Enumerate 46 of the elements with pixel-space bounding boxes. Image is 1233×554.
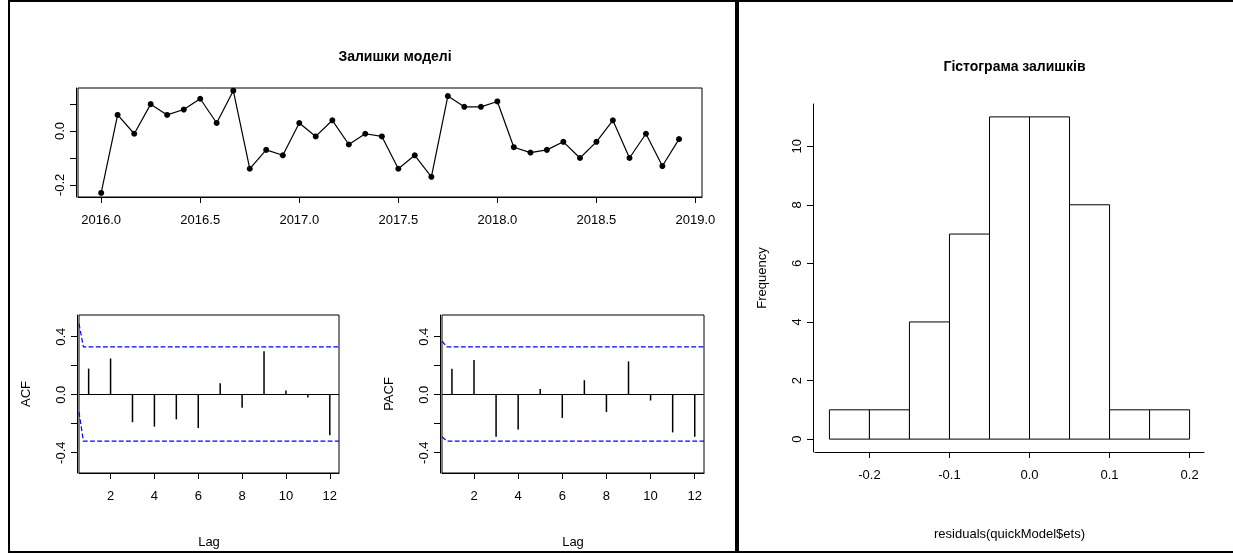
y-tick-label: 8: [789, 201, 804, 209]
y-tick-label: -0.4: [53, 441, 68, 464]
y-tick-label: -0.4: [416, 441, 431, 464]
y-tick-label: 0.0: [52, 122, 67, 141]
x-tick-label: 2: [106, 488, 115, 503]
x-tick-label: 10: [278, 488, 294, 503]
y-tick-label: 0.4: [416, 327, 431, 346]
x-axis-title: Lag: [198, 534, 220, 549]
y-tick-label: 0: [789, 435, 804, 443]
y-tick-label: 2: [789, 376, 804, 385]
chart-title: Гістограма залишків: [943, 58, 1086, 74]
y-axis-title: Frequency: [754, 246, 769, 309]
x-tick-label: 2018.0: [477, 212, 518, 227]
x-axis-title: residuals(quickModel$ets): [933, 526, 1086, 541]
x-tick-label: 0.1: [1100, 467, 1119, 482]
y-tick-label: -0.2: [52, 173, 67, 197]
x-tick-label: -0.1: [938, 467, 961, 482]
y-tick-label: 0.0: [53, 385, 68, 404]
x-tick-label: 4: [514, 488, 522, 503]
x-tick-label: 2: [470, 488, 478, 503]
x-tick-label: 10: [643, 488, 658, 503]
y-tick-label: 10: [789, 138, 804, 154]
x-tick-label: 2019.0: [675, 212, 716, 227]
x-axis-title: Lag: [562, 534, 584, 549]
x-tick-label: 0.2: [1180, 467, 1199, 482]
x-tick-label: 6: [194, 488, 202, 503]
x-tick-label: 4: [150, 488, 159, 503]
x-tick-label: 2017.5: [378, 212, 419, 227]
y-tick-label: 4: [789, 318, 804, 326]
x-tick-label: 2016.5: [180, 212, 221, 227]
x-tick-label: 8: [238, 488, 246, 503]
x-tick-label: 12: [687, 488, 702, 503]
x-tick-label: 2016.0: [81, 212, 122, 227]
y-tick-label: 0.0: [416, 385, 431, 404]
x-tick-label: 2017.0: [279, 212, 320, 227]
x-tick-label: 12: [322, 488, 338, 503]
x-tick-label: 6: [558, 488, 566, 503]
y-tick-label: 0.4: [53, 327, 68, 346]
x-tick-label: 2018.5: [576, 212, 617, 227]
x-tick-label: -0.2: [858, 467, 881, 482]
x-tick-label: 0.0: [1020, 467, 1039, 482]
y-axis-title: ACF: [18, 380, 33, 407]
x-tick-label: 8: [602, 488, 611, 503]
chart-title: Залишки моделі: [338, 48, 452, 64]
y-axis-title: PACF: [381, 377, 396, 411]
y-tick-label: 6: [789, 259, 804, 267]
